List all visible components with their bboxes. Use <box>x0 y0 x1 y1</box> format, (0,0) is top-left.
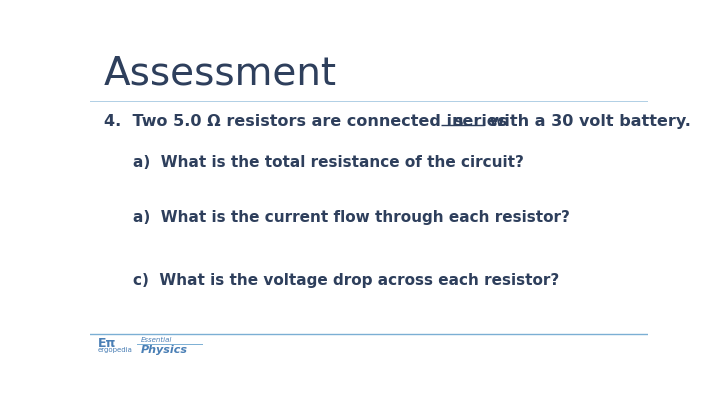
Text: a)  What is the total resistance of the circuit?: a) What is the total resistance of the c… <box>132 155 523 170</box>
Text: Essential: Essential <box>140 337 172 343</box>
Text: ergopedia: ergopedia <box>98 347 132 353</box>
Text: 4.  Two 5.0 Ω resistors are connected in: 4. Two 5.0 Ω resistors are connected in <box>104 114 469 129</box>
Text: Assessment: Assessment <box>104 55 337 93</box>
Text: with a 30 volt battery.: with a 30 volt battery. <box>484 114 690 129</box>
Text: series: series <box>454 114 508 129</box>
Text: Physics: Physics <box>140 345 187 355</box>
Text: Eπ: Eπ <box>98 337 116 350</box>
Text: c)  What is the voltage drop across each resistor?: c) What is the voltage drop across each … <box>132 273 559 288</box>
Text: a)  What is the current flow through each resistor?: a) What is the current flow through each… <box>132 210 570 225</box>
